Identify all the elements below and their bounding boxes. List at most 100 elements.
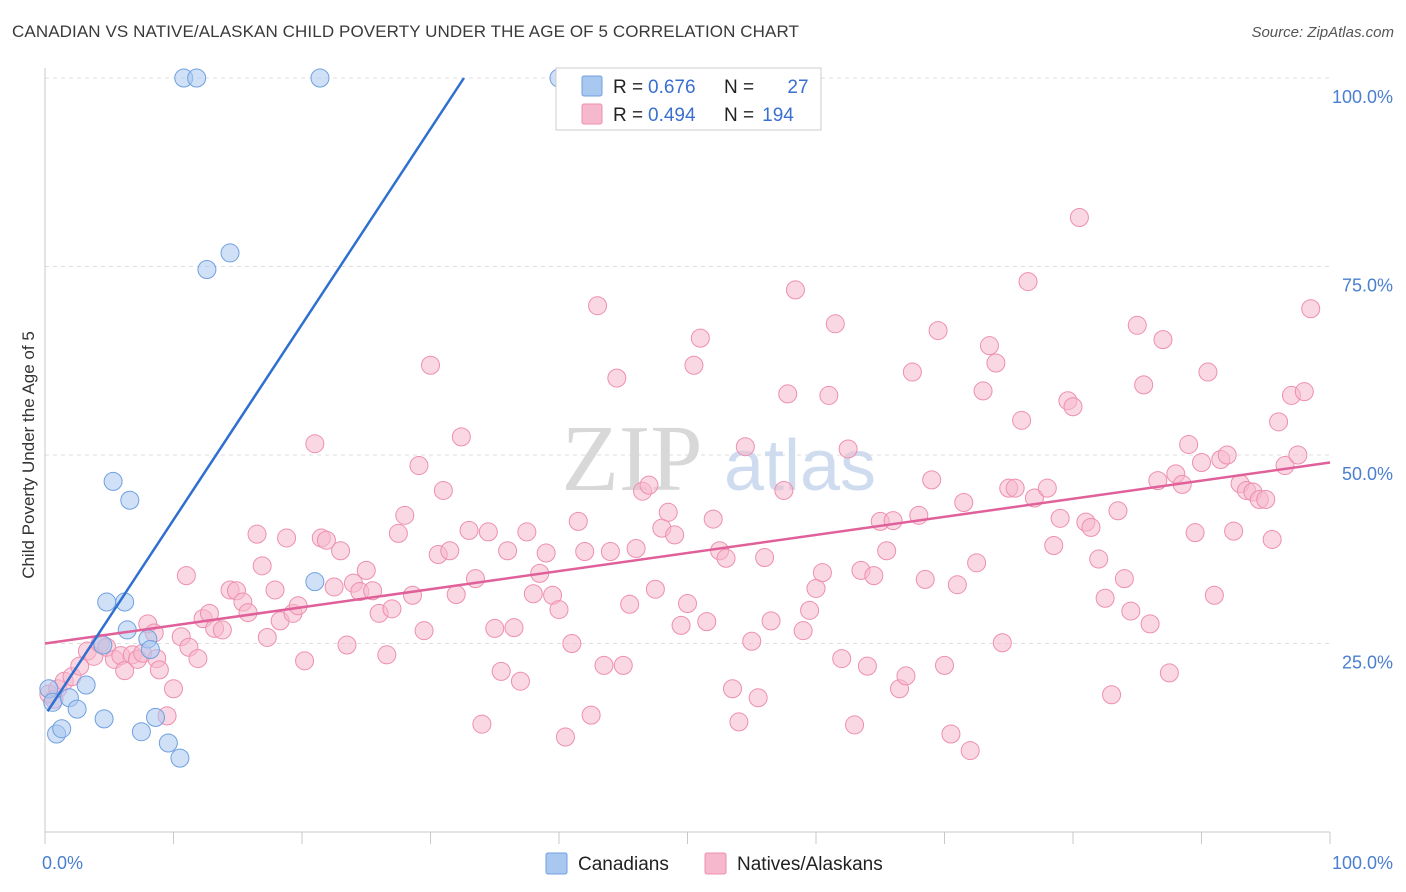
data-point-natives: [575, 542, 595, 562]
x-tick-label: 100.0%: [1332, 853, 1393, 873]
data-point-canadians: [187, 68, 207, 88]
data-point-canadians: [67, 699, 87, 719]
data-point-natives: [883, 511, 903, 531]
legend-n-value: 27: [787, 77, 808, 98]
data-point-natives: [1159, 663, 1179, 683]
data-point-natives: [1044, 535, 1064, 555]
data-point-natives: [665, 525, 685, 545]
data-point-natives: [305, 434, 325, 454]
data-point-natives: [755, 548, 775, 568]
data-point-natives: [491, 661, 511, 681]
data-point-natives: [819, 385, 839, 405]
data-point-natives: [1301, 299, 1321, 319]
trend-line-canadians: [46, 77, 465, 713]
data-point-natives: [414, 621, 434, 641]
data-point-natives: [845, 715, 865, 735]
data-point-canadians: [76, 675, 96, 695]
watermark: ZIP atlas: [562, 407, 877, 511]
data-point-canadians: [120, 490, 140, 510]
legend-r-value: 0.494: [648, 105, 696, 126]
data-point-natives: [979, 336, 999, 356]
data-point-natives: [115, 661, 135, 681]
watermark-zip: ZIP: [562, 407, 703, 511]
source-label: Source: ZipAtlas.com: [1251, 24, 1394, 41]
data-point-canadians: [52, 719, 72, 739]
data-point-natives: [658, 502, 678, 522]
data-point-canadians: [94, 709, 114, 729]
data-point-natives: [1018, 272, 1038, 292]
data-point-natives: [277, 528, 297, 548]
data-point-natives: [1269, 412, 1289, 432]
data-point-natives: [785, 280, 805, 300]
y-tick-labels: 25.0% 50.0% 75.0% 100.0%: [1332, 87, 1393, 673]
data-point-natives: [793, 621, 813, 641]
data-point-natives: [555, 727, 575, 747]
data-point-canadians: [170, 748, 190, 768]
data-point-natives: [451, 427, 471, 447]
data-point-natives: [1262, 529, 1282, 549]
data-point-natives: [761, 611, 781, 631]
data-point-natives: [382, 599, 402, 619]
data-point-natives: [967, 553, 987, 573]
data-point-natives: [864, 566, 884, 586]
data-point-natives: [485, 618, 505, 638]
data-point-natives: [478, 522, 498, 542]
data-point-natives: [459, 520, 479, 540]
data-point-natives: [581, 705, 601, 725]
data-point-natives: [639, 475, 659, 495]
data-point-natives: [1114, 569, 1134, 589]
data-point-natives: [620, 594, 640, 614]
data-point-natives: [1095, 588, 1115, 608]
x-tick-labels: 0.0% 100.0%: [42, 853, 1393, 873]
data-point-natives: [409, 456, 429, 476]
data-point-natives: [331, 541, 351, 561]
data-point-canadians: [220, 243, 240, 263]
canadians-points: [39, 68, 569, 768]
data-point-natives: [671, 615, 691, 635]
data-point-natives: [1288, 445, 1308, 465]
data-point-natives: [806, 578, 826, 598]
data-point-natives: [678, 594, 697, 614]
data-point-natives: [774, 480, 794, 500]
data-point-natives: [690, 328, 710, 348]
legend-r-value: 0.676: [648, 77, 696, 98]
data-point-natives: [440, 541, 460, 561]
data-point-natives: [176, 566, 196, 586]
data-point-natives: [973, 381, 993, 401]
y-tick-label: 50.0%: [1342, 464, 1393, 484]
data-point-natives: [778, 384, 798, 404]
data-point-natives: [928, 321, 948, 341]
data-point-canadians: [131, 722, 151, 742]
data-point-natives: [626, 538, 646, 558]
trend-lines: [44, 77, 1331, 713]
data-point-natives: [1037, 478, 1057, 498]
legend-swatch-natives: [581, 103, 603, 125]
data-point-natives: [800, 600, 820, 620]
data-point-natives: [324, 577, 344, 597]
data-point-natives: [498, 541, 518, 561]
data-point-natives: [212, 620, 232, 640]
data-point-natives: [1102, 685, 1122, 705]
data-point-natives: [832, 649, 852, 669]
data-point-natives: [523, 584, 543, 604]
data-point-natives: [356, 560, 376, 580]
data-point-canadians: [97, 592, 117, 612]
natives-alaskans-points: [39, 207, 1321, 761]
legend-n-label: N =: [724, 77, 754, 98]
data-point-canadians: [140, 640, 160, 660]
data-point-natives: [992, 633, 1012, 653]
data-point-natives: [716, 548, 736, 568]
data-point-natives: [1179, 434, 1199, 454]
data-point-natives: [748, 688, 768, 708]
legend-n-value: 194: [762, 105, 794, 126]
chart-title: CANADIAN VS NATIVE/ALASKAN CHILD POVERTY…: [12, 22, 800, 41]
data-point-natives: [825, 314, 845, 334]
data-point-natives: [857, 656, 877, 676]
data-point-natives: [1217, 445, 1237, 465]
data-point-natives: [517, 522, 537, 542]
data-point-natives: [697, 612, 717, 632]
data-point-natives: [1069, 207, 1089, 227]
data-point-natives: [257, 627, 277, 647]
legend-swatch-canadians: [545, 852, 568, 875]
data-point-natives: [729, 712, 749, 732]
